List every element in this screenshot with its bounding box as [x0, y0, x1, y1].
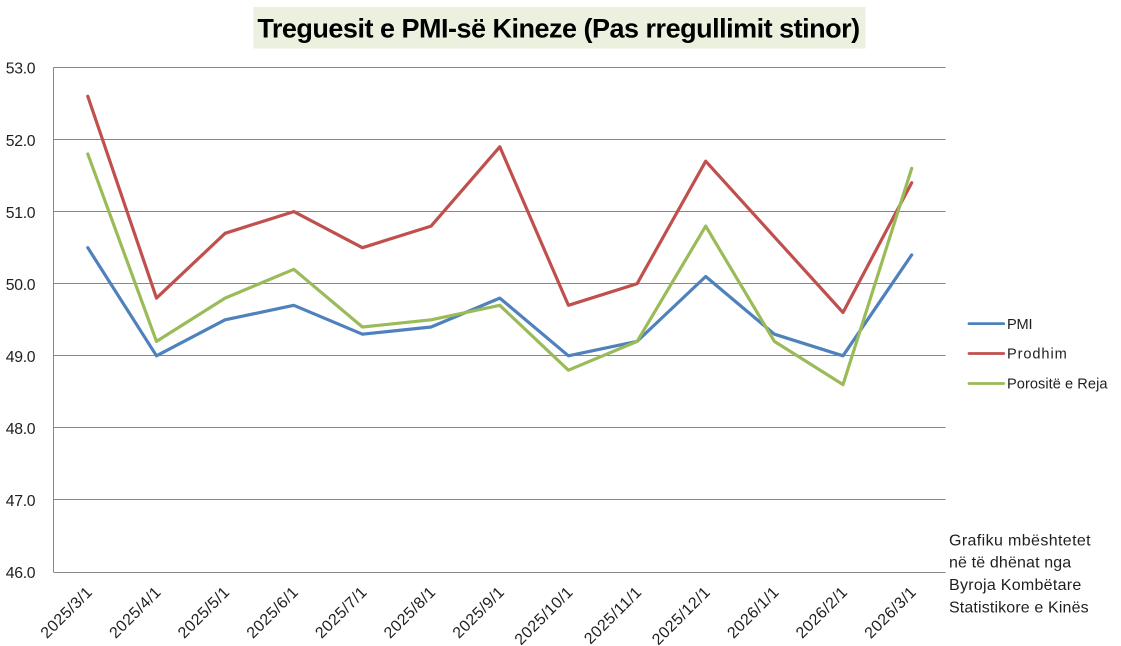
svg-text:46.0: 46.0: [6, 565, 36, 582]
svg-text:50.0: 50.0: [6, 277, 36, 294]
svg-text:53.0: 53.0: [6, 61, 36, 78]
svg-text:48.0: 48.0: [6, 421, 36, 438]
svg-text:Porositë e Reja: Porositë e Reja: [1007, 377, 1108, 393]
svg-text:52.0: 52.0: [6, 133, 36, 150]
svg-text:Treguesit e PMI-së Kineze (Pas: Treguesit e PMI-së Kineze (Pas rregullim…: [257, 14, 859, 44]
svg-text:51.0: 51.0: [6, 205, 36, 222]
svg-text:Prodhim: Prodhim: [1007, 347, 1068, 363]
svg-text:49.0: 49.0: [6, 349, 36, 366]
svg-text:47.0: 47.0: [6, 493, 36, 510]
svg-text:Statistikore e Kinës: Statistikore e Kinës: [949, 599, 1089, 616]
svg-text:në të dhënat nga: në të dhënat nga: [949, 555, 1071, 572]
svg-text:Grafiku mbështetet: Grafiku mbështetet: [949, 532, 1091, 549]
svg-text:Byroja Kombëtare: Byroja Kombëtare: [949, 577, 1082, 594]
svg-text:PMI: PMI: [1007, 317, 1032, 333]
